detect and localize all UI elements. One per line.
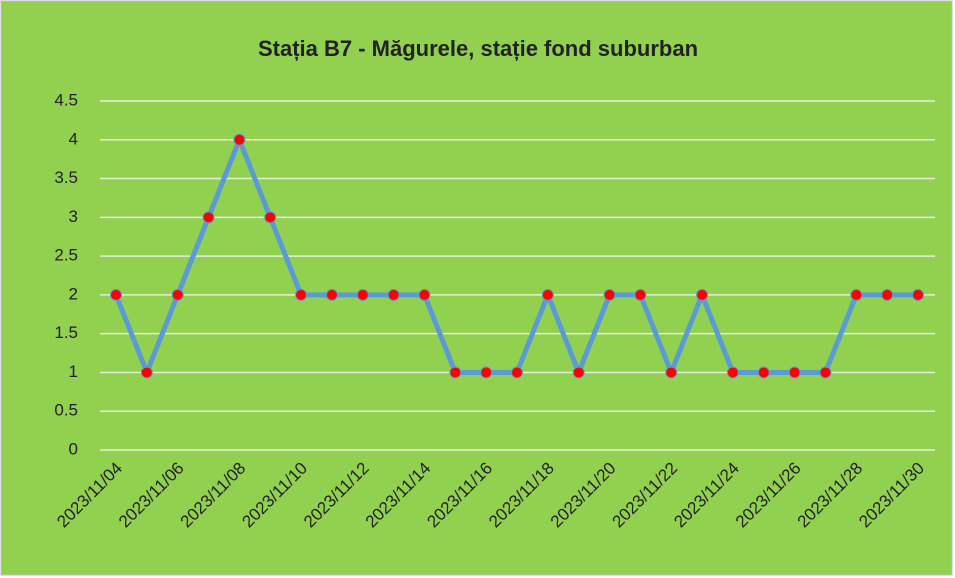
data-point: [140, 366, 153, 379]
data-point: [511, 366, 523, 379]
data-point: [325, 288, 338, 301]
data-point: [726, 366, 739, 379]
data-point: [634, 288, 647, 301]
data-point: [233, 133, 246, 146]
data-point: [264, 211, 277, 224]
data-point: [881, 288, 894, 301]
y-tick-label: 2.5: [54, 246, 78, 265]
data-point: [202, 211, 215, 224]
data-point: [757, 366, 770, 379]
data-point: [295, 288, 308, 301]
data-point: [418, 288, 431, 301]
y-tick-label: 4.5: [54, 90, 78, 109]
data-point: [171, 288, 184, 301]
data-point: [819, 366, 832, 379]
y-tick-label: 0: [69, 439, 78, 458]
y-tick-label: 1.5: [54, 323, 78, 342]
y-tick-label: 1: [69, 362, 78, 381]
data-point: [449, 366, 462, 379]
data-point: [541, 288, 554, 301]
y-tick-label: 0.5: [54, 401, 78, 420]
data-point: [572, 366, 585, 379]
y-tick-label: 2: [69, 284, 78, 303]
data-point: [696, 288, 709, 301]
data-point: [387, 288, 400, 301]
y-tick-label: 3.5: [54, 168, 78, 187]
data-point: [356, 288, 369, 301]
data-point: [912, 288, 924, 301]
data-point: [603, 288, 616, 301]
data-point: [850, 288, 863, 301]
data-point: [788, 366, 801, 379]
chart-title: Stația B7 - Măgurele, stație fond suburb…: [258, 36, 698, 61]
y-tick-label: 3: [69, 207, 78, 226]
data-point: [480, 366, 493, 379]
data-point: [665, 366, 678, 379]
y-tick-label: 4: [69, 129, 78, 148]
data-point: [110, 288, 122, 301]
